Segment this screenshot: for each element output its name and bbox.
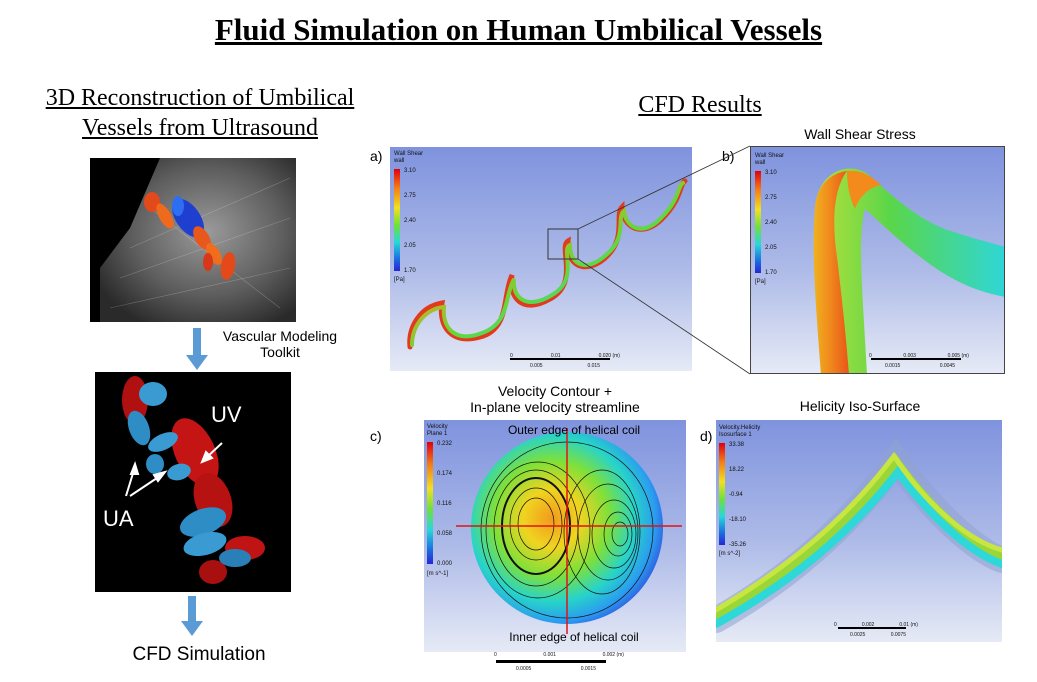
scale-label: 0.003 [903,353,916,359]
panel-a-helical-wall-shear: Wall Shear wall 3.10 2.75 2.40 2.05 1.70… [390,147,692,371]
scale-label: 0.0025 [850,632,866,638]
uv-label: UV [211,402,242,427]
umbilical-artery-shape [127,382,251,567]
outer-edge-label: Outer edge of helical coil [507,423,641,437]
panel-c-scale: 0 0.001 0.002 (m) 0.0005 0.0015 [490,652,630,678]
legend-tick: 0.116 [437,501,452,507]
panel-d-caption: Helicity Iso-Surface [799,398,921,414]
panel-c-legend: Velocity Plane 1 0.232 0.174 0.116 0.058… [427,424,477,584]
down-arrow-icon [181,596,203,636]
legend-tick: 0.174 [437,471,453,477]
umbilical-vein-shape [122,376,265,584]
scale-label: 0.0075 [890,632,906,638]
panel-d-legend: Velocity.Helicity Isosurface 1 33.38 18.… [719,425,789,565]
panel-a-legend: Wall Shear wall 3.10 2.75 2.40 2.05 1.70… [394,151,454,291]
inner-edge-label: Inner edge of helical coil [509,630,639,644]
legend-title: Wall Shear [394,151,424,157]
panel-b-legend: Wall Shear wall 3.10 2.75 2.40 2.05 1.70… [755,153,815,293]
vmtk-step-line2: Toolkit [260,344,300,360]
panel-c-letter: c) [370,428,382,444]
legend-tick: 2.05 [765,245,777,251]
legend-tick: -35.26 [729,542,747,548]
legend-subtitle: wall [755,160,766,166]
panel-c-velocity-contour: Velocity Plane 1 0.232 0.174 0.116 0.058… [424,420,686,652]
legend-subtitle: wall [394,158,405,164]
legend-tick: 0.000 [437,561,453,567]
legend-unit: [Pa] [755,279,766,285]
reconstruction-heading: 3D Reconstruction of Umbilical Vessels f… [10,83,390,143]
legend-unit: [m s^-1] [427,571,449,577]
legend-tick: 0.058 [437,531,453,537]
panel-c-caption-line1: Velocity Contour + [497,383,612,399]
helicity-iso-surface [716,437,1002,633]
panel-b-zoom-wall-shear: Wall Shear wall 3.10 2.75 2.40 2.05 1.70… [750,146,1005,374]
panel-c-caption: Velocity Contour + In-plane velocity str… [440,383,670,415]
panel-d-letter: d) [700,428,713,444]
legend-subtitle: Isosurface 1 [719,432,752,438]
legend-title: Velocity [427,424,448,430]
legend-tick: 33.38 [729,442,745,448]
legend-title: Wall Shear [755,153,785,159]
helical-vessel-shape [407,178,688,350]
scale-label: 0.0015 [885,363,901,369]
legend-tick: 2.40 [404,218,416,224]
legend-tick: 3.10 [404,168,416,174]
scale-label: 0.001 [543,652,556,658]
legend-tick: -0.94 [729,492,743,498]
legend-unit: [Pa] [394,277,405,283]
scale-label: 0 [869,353,872,359]
scale-label: 0.002 (m) [602,652,624,658]
legend-tick: 0.232 [437,441,453,447]
scale-label: 0.0005 [516,666,532,672]
scale-label: 0.0015 [580,666,596,672]
legend-tick: 3.10 [765,170,777,176]
panel-c-caption-line2: In-plane velocity streamline [470,399,640,415]
scale-label: 0 [510,353,513,359]
vmtk-step-line1: Vascular Modeling [222,328,338,344]
legend-tick: 2.75 [404,193,416,199]
cfd-results-heading: CFD Results [638,92,762,118]
legend-title: Velocity.Helicity [719,425,761,431]
ua-label: UA [103,506,134,531]
page-title: Fluid Simulation on Human Umbilical Vess… [214,12,823,47]
cfd-simulation-step: CFD Simulation [132,644,266,665]
panel-a-letter: a) [370,148,383,164]
reconstruction-heading-line1: 3D Reconstruction of Umbilical [45,85,355,111]
scale-label: 0.005 (m) [947,353,969,359]
legend-tick: 1.70 [404,268,416,274]
scale-label: 0.002 [861,622,875,628]
vmtk-step: Vascular Modeling Toolkit [200,328,360,360]
scale-label: 0.005 [530,363,543,369]
legend-tick: 1.70 [765,270,777,276]
panel-b-letter: b) [722,148,735,164]
scale-label: 0.0045 [939,363,955,369]
scale-label: 0.01 (m) [899,622,918,628]
panel-b-caption: Wall Shear Stress [804,126,916,142]
legend-tick: 2.75 [765,195,777,201]
scale-label: 0.01 [550,353,561,359]
legend-subtitle: Plane 1 [427,431,448,437]
legend-tick: 2.40 [765,220,777,226]
reconstruction-heading-line2: Vessels from Ultrasound [82,115,318,141]
scale-label: 0.020 (m) [598,353,620,359]
zoomed-vessel-shape [813,168,1004,373]
panel-d-helicity-iso: Velocity.Helicity Isosurface 1 33.38 18.… [716,420,1002,642]
ultrasound-image [90,158,296,322]
zoom-box [547,228,579,260]
vessel-model-image [95,372,291,592]
legend-tick: -18.10 [729,517,747,523]
legend-tick: 2.05 [404,243,416,249]
legend-unit: [m s^-2] [719,551,741,557]
scale-label: 0.015 [587,363,600,369]
legend-tick: 18.22 [729,467,745,473]
scale-label: 0 [494,652,497,658]
scale-label: 0 [834,622,837,628]
